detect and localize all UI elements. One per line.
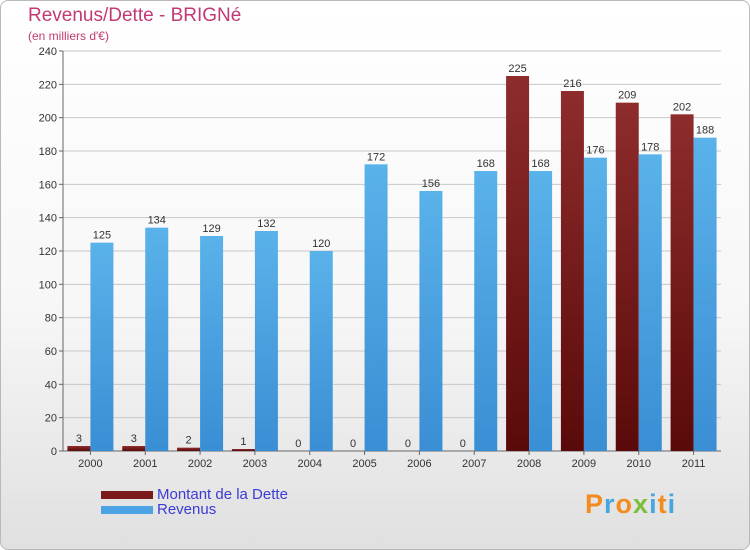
data-label-revenus: 134 (148, 215, 166, 227)
bar-revenus (364, 164, 388, 452)
legend: Montant de la Dette Revenus (101, 487, 288, 517)
y-tick-label: 100 (39, 279, 57, 291)
bar-revenus (254, 231, 278, 451)
data-label-revenus: 125 (93, 230, 111, 242)
y-tick-label: 120 (39, 246, 57, 258)
bar-dette (506, 76, 530, 451)
data-label-revenus: 176 (586, 145, 604, 157)
bar-dette (122, 446, 146, 451)
logo-letter: t (657, 489, 668, 519)
bar-revenus (200, 236, 224, 451)
logo-letter: P (585, 489, 605, 519)
logo-letter: o (615, 489, 634, 519)
data-label-dette: 216 (563, 78, 581, 90)
x-tick-label: 2009 (572, 458, 596, 470)
logo-letter: i (667, 489, 677, 519)
bar-dette (560, 91, 584, 451)
y-tick-label: 200 (39, 113, 57, 125)
legend-item-dette: Montant de la Dette (101, 487, 288, 502)
proxiti-logo: Proxiti (585, 489, 676, 520)
legend-label-revenus: Revenus (157, 501, 217, 518)
y-tick-label: 140 (39, 213, 57, 225)
x-tick-label: 2000 (78, 458, 102, 470)
chart-title: Revenus/Dette - BRIGNé (28, 5, 242, 26)
bar-revenus (90, 242, 114, 451)
legend-label-dette: Montant de la Dette (157, 486, 288, 503)
data-label-revenus: 188 (696, 125, 714, 137)
bar-dette (615, 102, 639, 452)
legend-swatch-revenus (101, 505, 153, 514)
logo-letter: i (649, 489, 658, 519)
data-label-dette: 225 (508, 63, 526, 75)
chart-subtitle: (en milliers d'€) (28, 29, 109, 43)
bar-revenus (309, 251, 333, 451)
bar-revenus (638, 154, 662, 452)
data-label-dette: 2 (186, 435, 192, 447)
data-label-dette: 1 (240, 436, 246, 448)
y-tick-label: 80 (45, 313, 57, 325)
data-label-revenus: 172 (367, 151, 385, 163)
data-label-dette: 3 (131, 433, 137, 445)
x-tick-label: 2006 (407, 458, 431, 470)
bar-revenus (693, 137, 717, 451)
data-label-dette: 0 (405, 438, 411, 450)
data-label-revenus: 168 (477, 158, 495, 170)
y-tick-label: 20 (45, 413, 57, 425)
bar-revenus (583, 157, 607, 451)
data-label-dette: 0 (350, 438, 356, 450)
x-tick-label: 2011 (682, 458, 706, 470)
y-tick-label: 240 (39, 46, 57, 58)
bar-dette (177, 447, 201, 451)
y-tick-label: 0 (51, 446, 57, 458)
data-label-revenus: 129 (202, 223, 220, 235)
bar-revenus (529, 171, 553, 451)
legend-swatch-dette (101, 490, 153, 499)
data-label-dette: 0 (460, 438, 466, 450)
y-tick-label: 220 (39, 79, 57, 91)
x-tick-label: 2002 (188, 458, 212, 470)
x-tick-label: 2005 (352, 458, 376, 470)
logo-letter: x (633, 489, 650, 519)
data-label-dette: 3 (76, 433, 82, 445)
data-label-revenus: 120 (312, 238, 330, 250)
bar-dette (670, 114, 694, 451)
bar-revenus (419, 191, 443, 451)
bar-revenus (474, 171, 498, 451)
y-tick-label: 160 (39, 179, 57, 191)
bar-dette (231, 449, 255, 451)
data-label-revenus: 178 (641, 141, 659, 153)
data-label-dette: 209 (618, 90, 636, 102)
logo-letter: r (604, 489, 616, 519)
data-label-revenus: 156 (422, 178, 440, 190)
y-tick-label: 60 (45, 346, 57, 358)
x-tick-label: 2008 (517, 458, 541, 470)
x-tick-label: 2010 (627, 458, 651, 470)
bar-revenus (145, 227, 169, 451)
data-label-revenus: 168 (531, 158, 549, 170)
x-tick-label: 2004 (298, 458, 322, 470)
data-label-dette: 0 (295, 438, 301, 450)
x-tick-label: 2001 (133, 458, 157, 470)
y-tick-label: 40 (45, 379, 57, 391)
data-label-revenus: 132 (257, 218, 275, 230)
x-tick-label: 2007 (462, 458, 486, 470)
y-tick-label: 180 (39, 146, 57, 158)
data-label-dette: 202 (673, 101, 691, 113)
bar-dette (67, 446, 91, 451)
x-tick-label: 2003 (243, 458, 267, 470)
legend-item-revenus: Revenus (101, 502, 288, 517)
